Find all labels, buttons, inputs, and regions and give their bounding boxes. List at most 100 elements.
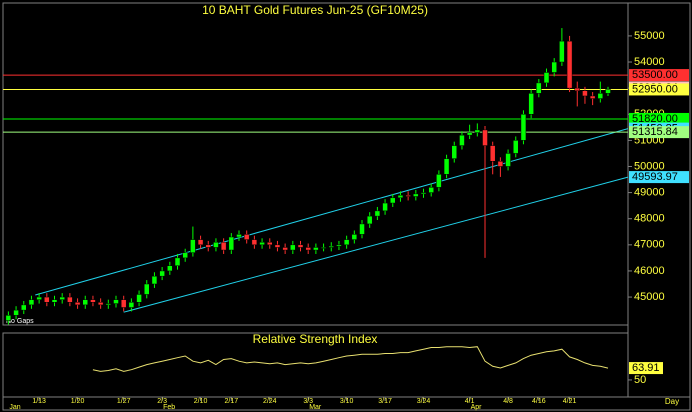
x-tick-label: 4/1 (465, 398, 475, 405)
candle-body (74, 302, 81, 306)
candle-body (274, 244, 281, 248)
candle-body (443, 158, 450, 175)
y-tick-label: 54000 (634, 56, 665, 68)
candle-body (167, 265, 173, 272)
price-tag (629, 126, 689, 139)
x-unit: Day (665, 397, 679, 406)
candle-body (497, 161, 504, 167)
price-tag (629, 171, 689, 184)
channel-line (35, 128, 629, 296)
candle-body (366, 215, 373, 225)
candle-body (267, 241, 273, 246)
candle-body (343, 239, 350, 246)
candle-body (313, 247, 319, 251)
y-tick-label: 55000 (634, 30, 665, 42)
rsi-tag (629, 362, 663, 375)
candle-body (390, 197, 396, 204)
candle-body (543, 72, 550, 84)
x-tick-label: 3/3 (303, 398, 313, 405)
candle-body (228, 236, 235, 251)
candle-body (428, 187, 434, 193)
candle-body (67, 296, 73, 303)
candle-body (528, 93, 534, 115)
candle-body (328, 245, 335, 248)
candle-body (151, 275, 158, 285)
candle-body (282, 247, 288, 251)
x-tick-label: 4/21 (563, 398, 577, 405)
x-tick-label: 4/16 (532, 398, 546, 405)
channel-line (123, 176, 629, 313)
x-tick-label: 3/17 (378, 398, 392, 405)
y-tick-label: 50000 (634, 160, 665, 172)
candle-body (536, 82, 542, 94)
candle-body (466, 132, 473, 136)
candle-body (236, 234, 242, 238)
candle-body (197, 239, 204, 246)
candle-body (182, 252, 188, 259)
candle-body (359, 223, 365, 235)
candle-body (259, 241, 265, 246)
candle-body (44, 296, 50, 303)
candle-body (213, 241, 219, 248)
price-tag-label: 52950.00 (632, 83, 678, 95)
candle-body (336, 244, 342, 247)
candle-body (436, 174, 442, 188)
candle-body (290, 244, 296, 251)
candle-body (451, 145, 458, 159)
candle-body (382, 202, 388, 212)
candle-body (489, 145, 496, 162)
candle-body (220, 241, 227, 251)
price-tag-label: 53500.00 (632, 69, 678, 81)
month-label: Feb (163, 404, 175, 411)
note: No Gaps (6, 318, 34, 325)
rsi-title: Relative Strength Index (253, 332, 378, 346)
x-tick-label: 2/24 (263, 398, 277, 405)
candle-body (174, 257, 181, 266)
candle-body (513, 140, 519, 154)
candle-body (505, 153, 511, 167)
y-tick-label: 45000 (634, 291, 665, 303)
candle-body (51, 299, 58, 303)
candle-body (559, 40, 565, 63)
candle-body (144, 283, 150, 295)
candle-body (605, 89, 611, 94)
candle-body (251, 239, 258, 246)
x-tick-label: 1/20 (71, 398, 85, 405)
candle-body (374, 210, 381, 217)
price-tag-label: 49593.97 (632, 171, 678, 183)
y-tick-label: 48000 (634, 213, 665, 225)
x-tick-label: 3/24 (417, 398, 431, 405)
price-tag (629, 112, 689, 125)
candle-body (413, 193, 419, 197)
candle-body (159, 270, 165, 277)
candle-body (420, 192, 427, 195)
rsi-tag-label: 63.91 (632, 362, 660, 374)
candle-body (36, 296, 42, 300)
candle-body (105, 303, 112, 306)
x-tick-label: 1/27 (117, 398, 131, 405)
candle-body (90, 299, 96, 303)
candle-body (205, 244, 212, 248)
candle-body (21, 304, 27, 311)
candle-body (320, 247, 327, 249)
price-tag (629, 69, 689, 82)
x-tick-label: 2/3 (157, 398, 167, 405)
candle-body (459, 134, 465, 146)
candle-body (574, 87, 581, 91)
chart-title: 10 BAHT Gold Futures Jun-25 (GF10M25) (202, 3, 428, 17)
y-tick-label: 46000 (634, 265, 665, 277)
candle-body (97, 302, 104, 306)
candle-body (566, 40, 573, 89)
candle-body (120, 299, 127, 308)
x-tick-label: 4/8 (503, 398, 513, 405)
x-tick-label: 2/17 (225, 398, 239, 405)
candle-body (190, 239, 196, 253)
candle-body (59, 296, 65, 300)
candle-body (305, 247, 311, 251)
month-label: Apr (471, 404, 483, 411)
price-tag-label: 51820.00 (632, 113, 678, 125)
price-tag-label: 51315.84 (632, 126, 678, 138)
